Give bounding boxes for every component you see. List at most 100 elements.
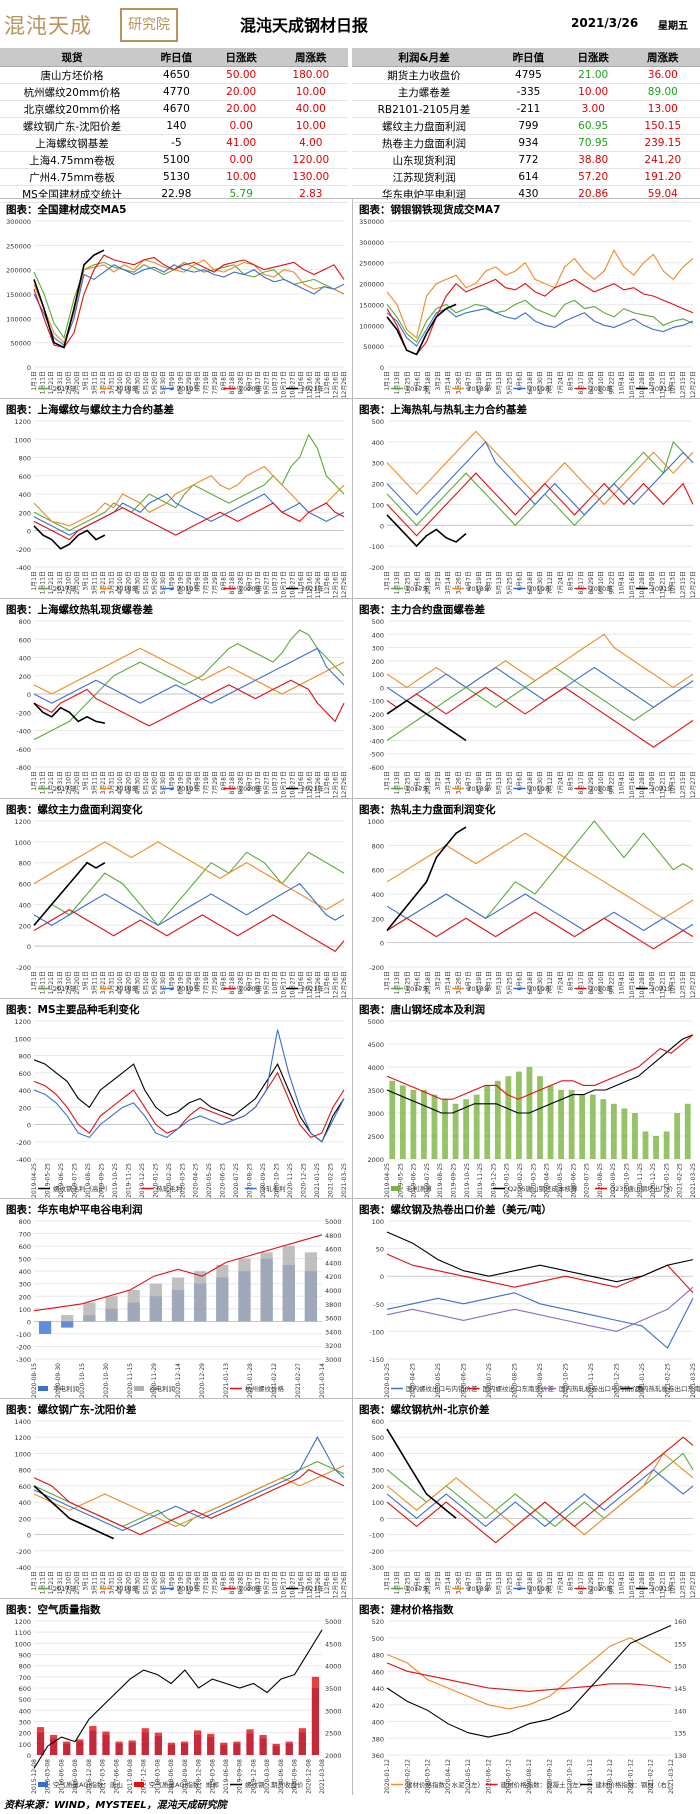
series-line — [33, 502, 345, 541]
chart-title: 图表：唐山钢坯成本及利润 — [359, 1004, 485, 1016]
series-line — [386, 666, 694, 708]
x-tick-label: 10月28日 — [639, 371, 646, 398]
y-tick-label: 1200 — [14, 818, 31, 826]
cell-daily: 0.00 — [208, 151, 274, 169]
legend-label: 2017年 — [53, 384, 77, 393]
y-tick-label: -100 — [369, 543, 384, 551]
x-tick-label: 2017-03-08 — [100, 1759, 107, 1794]
chart-panel: 1400 1200 1000 800 600 400 200 0 -200 -400 1月1日 1月1… — [0, 1398, 352, 1599]
legend-label: 2019年 — [528, 784, 552, 793]
x-tick-label: 2016-06-08 — [58, 1759, 65, 1794]
x-tick-label: 7月12日 — [547, 971, 554, 994]
x-tick-label: 2019-09-25 — [451, 1163, 458, 1198]
x-tick-label: 2019-10-25 — [464, 1163, 471, 1198]
x-tick-label: 9月27日 — [264, 371, 271, 394]
x-tick-label: 12月26日 — [341, 1571, 348, 1598]
x-tick-label: 12月3日 — [670, 371, 677, 394]
chart-panel: 1200 1000 800 600 400 200 0 -200 1月1日 1月11日 1月21日 1… — [0, 798, 352, 999]
legend-label: 2019年 — [177, 584, 201, 593]
cell-name: 广州4.75mm卷板 — [0, 168, 144, 186]
series-line — [386, 1468, 694, 1528]
y-tick-label: 440 — [372, 1685, 384, 1693]
x-tick-label: 4月10日 — [117, 971, 124, 994]
x-tick-label: 2019-06-25 — [411, 1163, 418, 1198]
x-tick-label: 9月27日 — [264, 1571, 271, 1594]
series-line — [33, 702, 106, 724]
x-tick-label: 2月10日 — [65, 1571, 72, 1594]
legend-label: 2017年 — [53, 984, 77, 993]
y-tick-label: 400 — [19, 1499, 31, 1507]
x-tick-label: 9月27日 — [264, 571, 271, 594]
x-tick-label: 9月7日 — [246, 371, 253, 391]
x-tick-label: 2月10日 — [65, 571, 72, 594]
x-tick-label: 11月9日 — [649, 771, 656, 794]
x-tick-label: 2月20日 — [74, 371, 81, 394]
legend-label: 2018年 — [115, 984, 139, 993]
x-tick-label: 6月18日 — [527, 1571, 534, 1594]
cell-daily: 20.00 — [208, 83, 274, 101]
y-tick-label: 1000 — [14, 1035, 31, 1043]
x-tick-label: 3月2日 — [435, 771, 442, 791]
x-tick-label: 1月13日 — [394, 371, 401, 394]
legend-label: 2018年 — [115, 384, 139, 393]
bar — [610, 1103, 617, 1159]
x-tick-label: 3月26日 — [455, 571, 462, 594]
x-tick-label: 12月16日 — [332, 1571, 339, 1598]
x-tick-label: 10月27日 — [289, 1571, 296, 1598]
table-header: 利润&月差 — [352, 48, 496, 67]
cell-name: 杭州螺纹20mm价格 — [0, 83, 144, 101]
x-tick-label: 10月7日 — [272, 971, 279, 994]
x-tick-label: 10月16日 — [629, 771, 636, 798]
y-tick-label: 200 — [19, 1293, 31, 1301]
x-tick-label: 2020-05-25 — [206, 1163, 213, 1198]
x-tick-label: 2020-04-25 — [410, 1363, 417, 1398]
y-tick-label: 200 — [19, 1515, 31, 1523]
x-tick-label: 3月11日 — [91, 771, 98, 794]
x-tick-label: 2020-05-25 — [435, 1363, 442, 1398]
series-line — [33, 1465, 345, 1528]
series-line — [33, 851, 345, 927]
x-tick-label: 5月13日 — [496, 771, 503, 794]
y2-tick-label: 2000 — [325, 1752, 342, 1760]
x-tick-label: 3月26日 — [455, 371, 462, 394]
y-tick-label: 3000 — [367, 1110, 384, 1118]
y-tick-label: 600 — [19, 1243, 31, 1251]
cell-value: 5100 — [144, 151, 209, 169]
x-tick-label: 4月7日 — [466, 971, 473, 991]
x-tick-label: 8月17日 — [578, 971, 585, 994]
legend-label: 2019年 — [177, 1584, 201, 1593]
y-tick-label: 100 — [372, 671, 384, 679]
cell-daily: 60.95 — [560, 117, 626, 135]
bar — [102, 1731, 110, 1755]
x-tick-label: 2020-04-12 — [445, 1759, 452, 1794]
y-tick-label: 500 — [372, 1434, 384, 1442]
x-tick-label: 9月10日 — [598, 571, 605, 594]
chart-panel: 600 500 400 300 200 100 0 -100 -200 -300 1月1日 1月13日… — [352, 1398, 700, 1599]
chart-panel: 300000 250000 200000 150000 100000 50000 0 1月1日… — [0, 198, 352, 399]
cell-value: 5130 — [144, 168, 209, 186]
y-tick-label: 1000 — [14, 839, 31, 847]
x-tick-label: 3月31日 — [109, 571, 116, 594]
x-tick-label: 12月27日 — [690, 1571, 697, 1598]
chart-svg: 520 500 480 460 440 420 400 380 360 160 155 150 145 1… — [372, 1618, 687, 1794]
x-tick-label: 9月17日 — [255, 771, 262, 794]
bar — [167, 1742, 176, 1755]
series-line — [386, 820, 694, 931]
x-tick-label: 4月20日 — [126, 571, 133, 594]
bar — [537, 1076, 543, 1159]
x-tick-label: 10月17日 — [281, 771, 288, 798]
x-tick-label: 3月31日 — [109, 1571, 116, 1594]
x-tick-label: 4月19日 — [476, 1571, 483, 1594]
y-tick-label: 600 — [372, 867, 384, 875]
bar — [128, 1740, 136, 1755]
y-tick-label: 3500 — [367, 1087, 384, 1095]
legend-swatch — [134, 1782, 144, 1787]
x-tick-label: 2021-03-14 — [319, 1363, 326, 1398]
series-line — [33, 629, 345, 741]
x-tick-label: 4月19日 — [476, 371, 483, 394]
logo-seal: 研究院 — [120, 8, 178, 42]
x-tick-label: 7月24日 — [557, 771, 564, 794]
bar — [653, 1136, 659, 1159]
series-line — [33, 861, 106, 926]
